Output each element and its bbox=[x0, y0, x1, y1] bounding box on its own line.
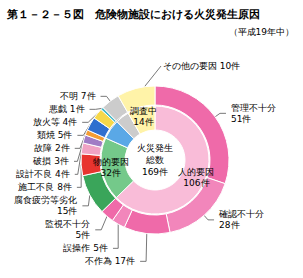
svg-text:第１－２－５図 危険物施設における火災発生原因: 第１－２－５図 危険物施設における火災発生原因 bbox=[6, 8, 260, 21]
svg-text:15件: 15件 bbox=[57, 206, 77, 216]
svg-text:5件: 5件 bbox=[76, 230, 91, 240]
svg-text:調査中: 調査中 bbox=[130, 106, 157, 116]
svg-text:（平成19年中）: （平成19年中） bbox=[229, 27, 294, 37]
svg-text:火災発生: 火災発生 bbox=[137, 143, 173, 153]
svg-text:故障 2件: 故障 2件 bbox=[34, 143, 70, 153]
svg-text:32件: 32件 bbox=[100, 168, 120, 178]
svg-text:放火等 4件: 放火等 4件 bbox=[33, 117, 78, 127]
svg-text:物的要因: 物的要因 bbox=[93, 157, 129, 167]
svg-text:確認不十分: 確認不十分 bbox=[218, 209, 264, 219]
svg-text:施工不良 8件: 施工不良 8件 bbox=[18, 182, 72, 192]
svg-text:人的要因: 人的要因 bbox=[178, 167, 214, 177]
svg-text:破損 3件: 破損 3件 bbox=[32, 156, 69, 166]
svg-text:28件: 28件 bbox=[219, 220, 239, 230]
svg-text:106件: 106件 bbox=[183, 178, 209, 188]
svg-text:不明 7件: 不明 7件 bbox=[60, 91, 96, 101]
svg-text:悪戯 1件: 悪戯 1件 bbox=[48, 104, 85, 114]
svg-text:その他の要因 10件: その他の要因 10件 bbox=[163, 61, 240, 71]
svg-text:総数: 総数 bbox=[145, 155, 164, 165]
svg-text:不作為 17件: 不作為 17件 bbox=[85, 256, 135, 266]
svg-text:管理不十分: 管理不十分 bbox=[231, 103, 276, 113]
svg-text:監視不十分: 監視不十分 bbox=[45, 219, 90, 229]
svg-text:設計不良 4件: 設計不良 4件 bbox=[16, 169, 70, 179]
svg-text:誤操作 5件: 誤操作 5件 bbox=[63, 243, 108, 253]
svg-text:腐食疲労等劣化: 腐食疲労等劣化 bbox=[14, 195, 77, 205]
svg-text:類焼 5件: 類焼 5件 bbox=[37, 130, 73, 140]
svg-text:14件: 14件 bbox=[133, 117, 153, 127]
svg-text:51件: 51件 bbox=[231, 114, 251, 124]
svg-text:169件: 169件 bbox=[142, 167, 168, 177]
